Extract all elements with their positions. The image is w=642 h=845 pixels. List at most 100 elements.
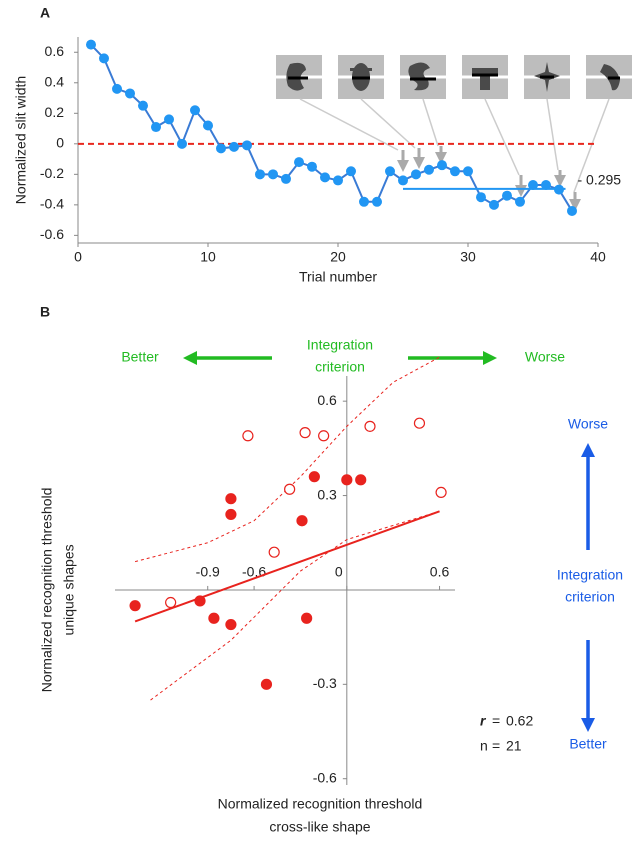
data-point (307, 161, 317, 172)
x-tick-label: 0 (74, 249, 82, 265)
data-point (99, 53, 109, 64)
data-point (308, 471, 320, 483)
confidence-band (134, 356, 440, 563)
x-axis-subtitle: cross-like shape (269, 819, 370, 835)
data-point (398, 175, 408, 186)
data-point (242, 430, 254, 442)
data-point (359, 196, 369, 207)
axis-meaning: Integration (307, 337, 373, 353)
data-point (194, 595, 206, 607)
x-tick-label: 0.6 (430, 564, 450, 580)
stat-sign: = (492, 738, 500, 754)
data-point (208, 612, 220, 624)
x-tick-label: 10 (200, 249, 216, 265)
confidence-band (150, 510, 440, 701)
data-point (268, 546, 280, 558)
data-point (450, 166, 460, 177)
shape-icons (276, 55, 632, 211)
stat-value: 21 (506, 738, 522, 754)
data-point (346, 166, 356, 177)
data-point (255, 169, 265, 180)
stat-symbol: r (480, 713, 487, 729)
y-axis-title: Normalized slit width (13, 76, 29, 204)
x-tick-label: -0.9 (196, 564, 220, 580)
direction-label: Worse (525, 349, 565, 365)
data-point (229, 141, 239, 152)
data-point (164, 114, 174, 125)
y-tick-label: -0.6 (313, 769, 337, 785)
data-point (242, 140, 252, 151)
data-point (541, 180, 551, 191)
data-point (296, 515, 308, 527)
x-tick-label: -0.6 (242, 564, 266, 580)
y-axis-title: Normalized recognition threshold (39, 488, 55, 693)
data-point (502, 190, 512, 201)
y-tick-label: -0.6 (40, 226, 64, 242)
data-point (216, 143, 226, 154)
data-point (333, 175, 343, 186)
data-point (125, 88, 135, 99)
x-tick-label: 20 (330, 249, 346, 265)
y-tick-label: 0.4 (45, 73, 65, 89)
y-tick-label: -0.4 (40, 196, 64, 212)
axis-meaning: Integration (557, 567, 623, 583)
data-point (294, 157, 304, 168)
fit-line (134, 510, 440, 623)
y-tick-label: 0.3 (317, 486, 337, 502)
data-point (463, 166, 473, 177)
panel-label: B (40, 304, 50, 320)
data-point (281, 173, 291, 184)
y-tick-label: -0.3 (313, 675, 337, 691)
data-point (528, 180, 538, 191)
data-point (320, 172, 330, 183)
y-tick-label: 0.6 (317, 392, 337, 408)
data-point (112, 83, 122, 94)
data-point (129, 600, 141, 612)
data-point (341, 474, 353, 486)
direction-label: Worse (568, 416, 608, 432)
stat-symbol: n (480, 738, 488, 754)
data-point (225, 618, 237, 631)
direction-arrows (183, 351, 595, 732)
data-point (203, 120, 213, 131)
data-point (318, 430, 330, 442)
data-point (284, 483, 296, 495)
axis-meaning: criterion (315, 359, 365, 375)
y-tick-label: 0 (56, 135, 64, 151)
data-point (385, 166, 395, 177)
y-tick-label: 0.2 (45, 104, 65, 120)
data-point (372, 196, 382, 207)
data-point (413, 417, 426, 429)
reference-label: - 0.295 (578, 172, 622, 188)
data-point (567, 205, 577, 216)
data-point (225, 493, 237, 505)
data-point (489, 199, 499, 210)
data-point (364, 420, 376, 432)
stat-sign: = (492, 713, 500, 729)
data-point (268, 169, 278, 180)
direction-label: Better (121, 349, 159, 365)
y-tick-label: -0.2 (40, 165, 64, 181)
data-point (138, 100, 148, 111)
y-tick-label: 0.6 (45, 43, 65, 59)
data-point (177, 138, 187, 149)
data-point (165, 596, 177, 609)
x-axis-title: Normalized recognition threshold (218, 796, 423, 812)
x-tick-label: 30 (460, 249, 476, 265)
axis-meaning: criterion (565, 589, 615, 605)
data-point (260, 678, 273, 690)
data-point (151, 122, 161, 133)
data-point (476, 192, 486, 203)
data-point (515, 196, 525, 207)
data-point (437, 160, 447, 171)
data-point (424, 164, 434, 175)
data-point (301, 612, 313, 624)
x-tick-label: 0 (335, 564, 343, 580)
data-point (225, 508, 237, 521)
data-point (86, 39, 96, 50)
data-point (411, 169, 421, 180)
data-point (435, 486, 447, 499)
y-axis-subtitle: unique shapes (61, 544, 77, 635)
x-axis-title: Trial number (299, 269, 377, 285)
data-point (299, 427, 311, 439)
